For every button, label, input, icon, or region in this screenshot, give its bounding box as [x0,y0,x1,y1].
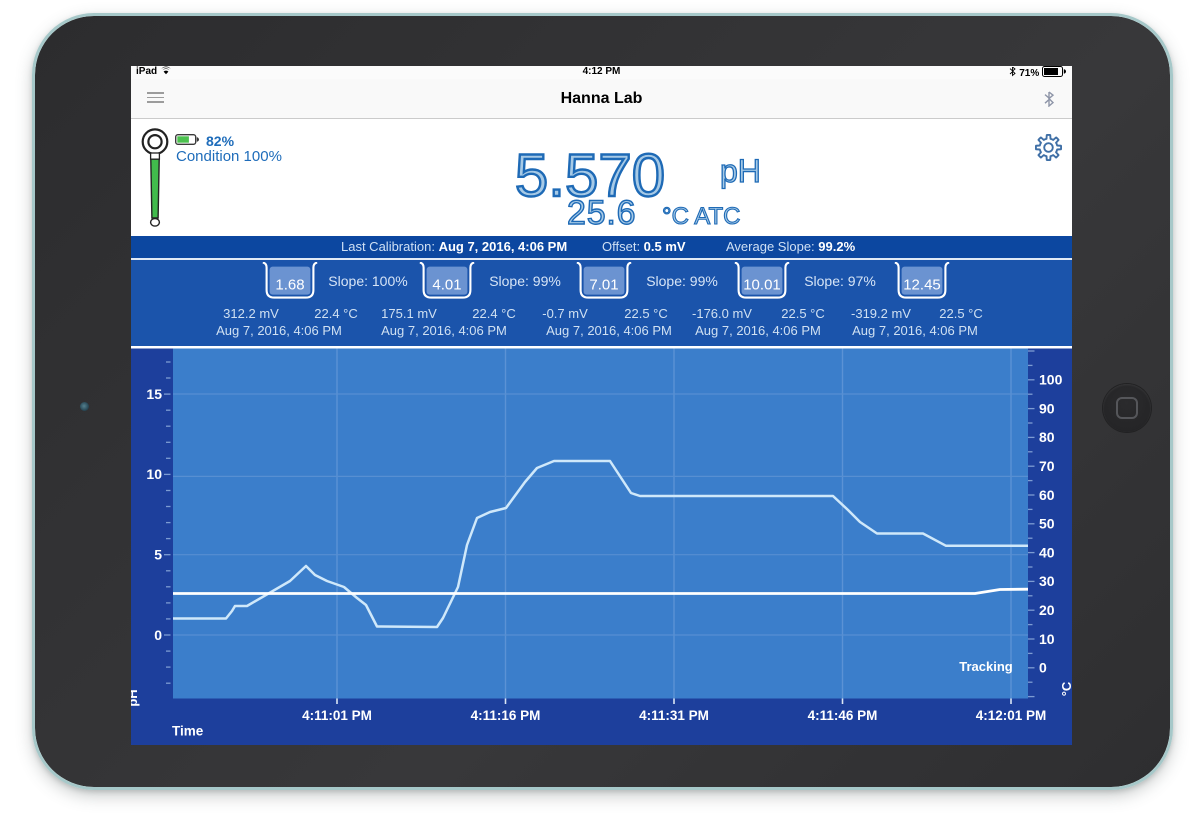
svg-text:4:12:01 PM: 4:12:01 PM [976,708,1047,723]
svg-text:0: 0 [1039,660,1047,676]
svg-text:70: 70 [1039,458,1055,474]
svg-text:60: 60 [1039,487,1055,503]
svg-text:20: 20 [1039,602,1055,618]
svg-text:12.45: 12.45 [903,277,941,294]
svg-text:Tracking: Tracking [959,659,1013,674]
svg-text:10.01: 10.01 [743,277,781,294]
svg-text:100: 100 [1039,372,1063,388]
svg-text:pH: pH [131,689,140,706]
svg-text:15: 15 [146,386,162,402]
svg-text:80: 80 [1039,429,1055,445]
svg-text:4.01: 4.01 [432,277,461,294]
svg-text:10: 10 [1039,631,1055,647]
svg-text:0: 0 [154,627,162,643]
svg-text:40: 40 [1039,544,1055,560]
svg-text:90: 90 [1039,400,1055,416]
svg-text:7.01: 7.01 [589,277,618,294]
svg-text:4:11:01 PM: 4:11:01 PM [302,708,372,723]
svg-text:50: 50 [1039,516,1055,532]
svg-text:Time: Time [172,724,204,739]
svg-text:30: 30 [1039,573,1055,589]
svg-text:4:11:46 PM: 4:11:46 PM [808,708,878,723]
svg-text:4:11:31 PM: 4:11:31 PM [639,708,709,723]
svg-text:°C: °C [1059,681,1072,696]
svg-text:10: 10 [146,466,162,482]
svg-text:1.68: 1.68 [275,277,304,294]
svg-text:4:11:16 PM: 4:11:16 PM [471,708,541,723]
svg-text:5: 5 [154,547,162,563]
